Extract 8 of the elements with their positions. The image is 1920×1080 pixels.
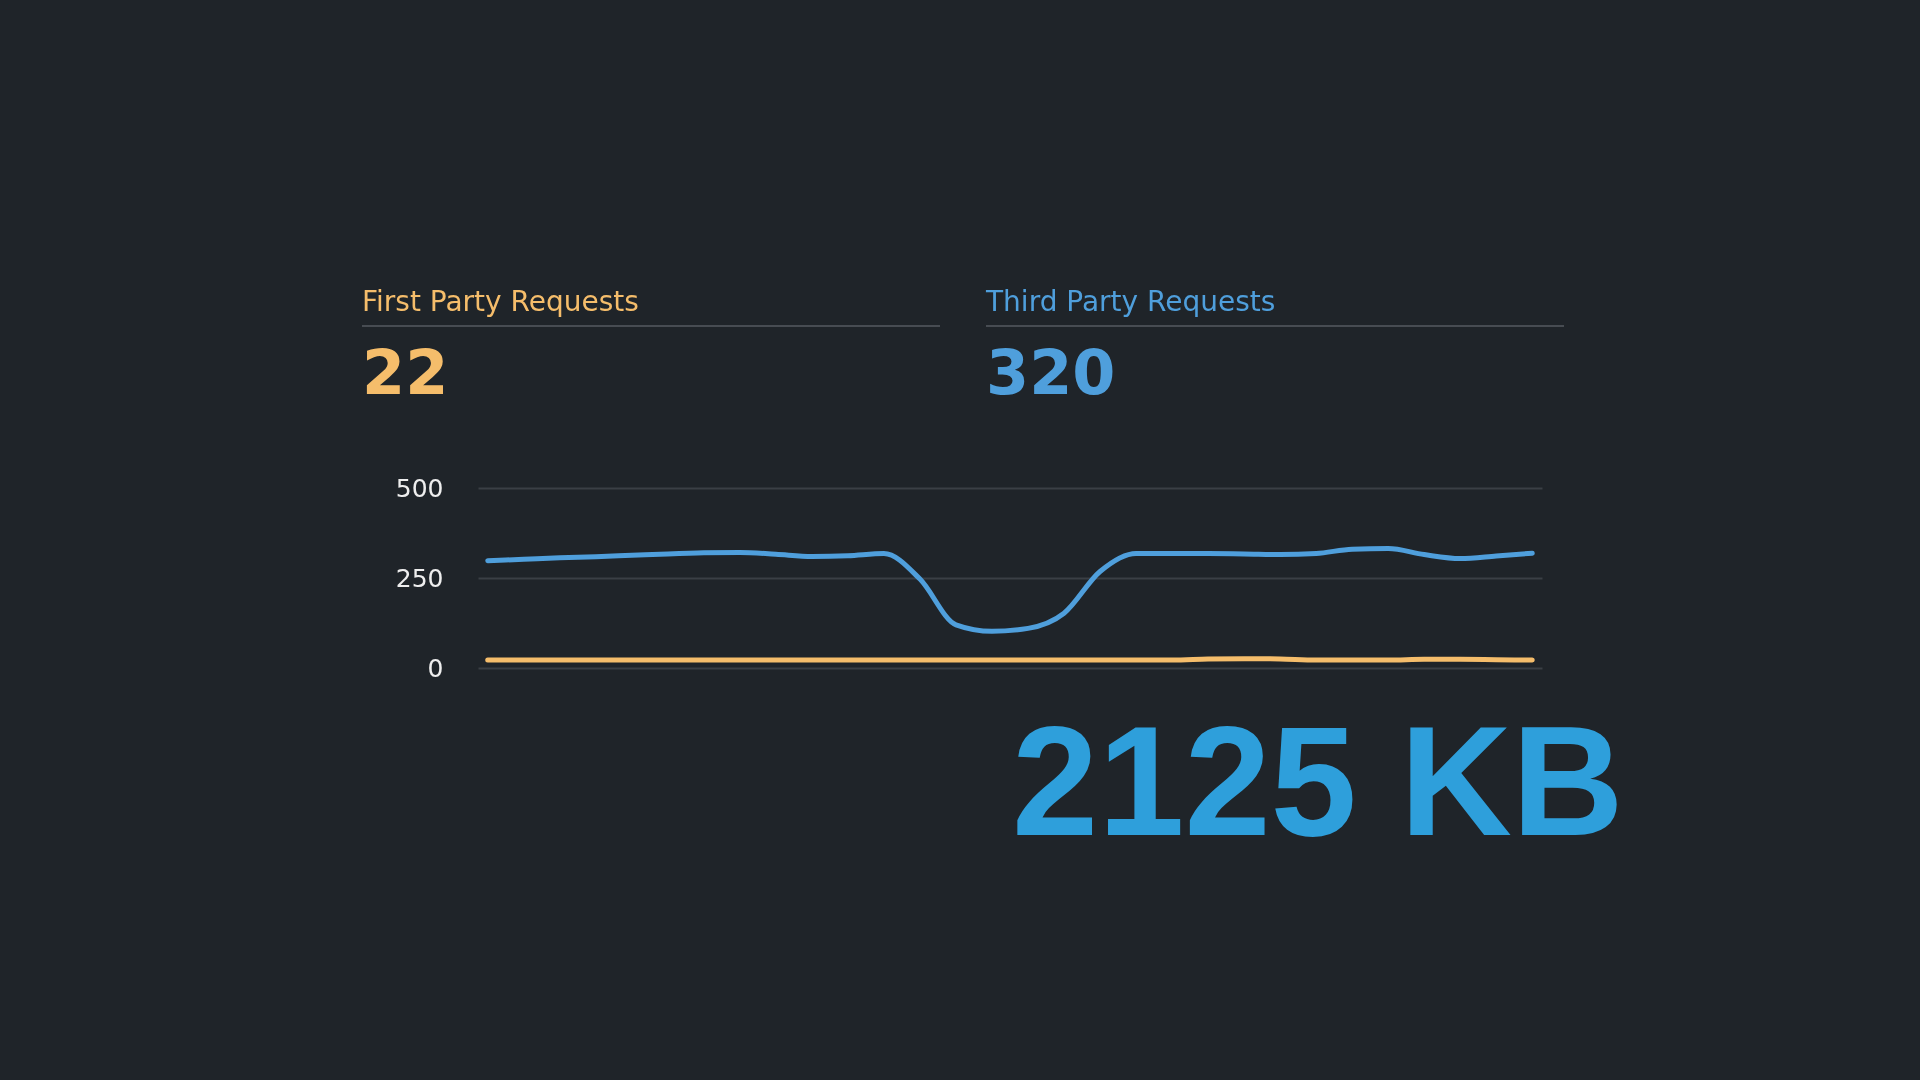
text: 22 (362, 336, 449, 409)
y-tick-label: 250 (395, 563, 444, 593)
y-tick-label: 500 (395, 473, 444, 503)
text: 2125 KB (1012, 695, 1624, 868)
text: Third Party Requests (986, 285, 1276, 318)
text: First Party Requests (362, 285, 639, 318)
text: 320 (986, 336, 1116, 409)
y-tick-label: 0 (427, 653, 444, 683)
